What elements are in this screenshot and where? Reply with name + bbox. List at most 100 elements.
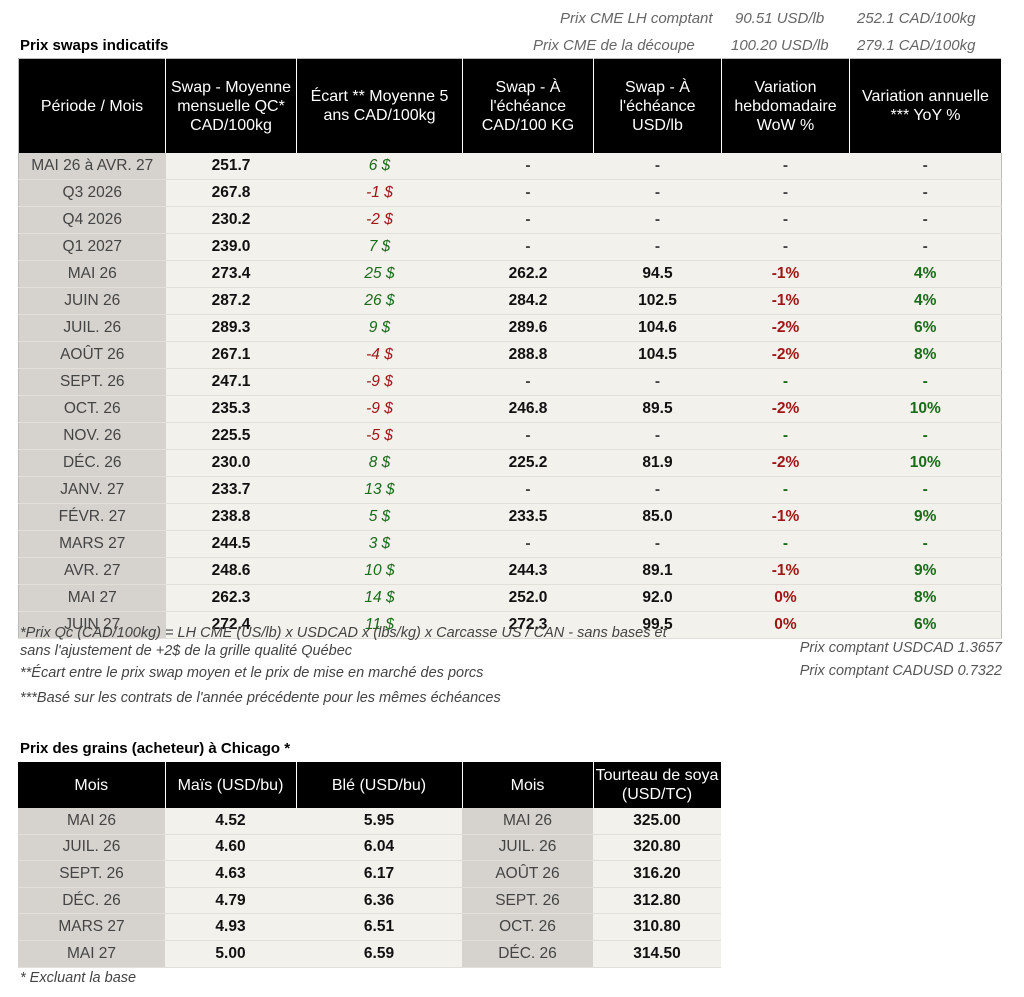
swap-usd-cell: -: [593, 530, 722, 558]
note-ecart: **Écart entre le prix swap moyen et le p…: [20, 665, 484, 681]
swap-cad-cell: 225.2: [462, 449, 594, 477]
swap-avg-cell: 267.1: [165, 341, 297, 369]
table-row: JANV. 27 233.7 13 $ - - - -: [18, 476, 1002, 504]
table-row: DÉC. 26 230.0 8 $225.2 81.9 -2% 10%: [18, 449, 1002, 477]
wow-cell: -2%: [721, 314, 850, 342]
col-swap-avg: Swap - Moyenne mensuelle QC* CAD/100kg: [165, 58, 297, 153]
table-row: JUIL. 26 289.3 9 $289.6 104.6 -2% 6%: [18, 314, 1002, 342]
cme-lh-usd: 90.51 USD/lb: [735, 10, 825, 27]
usdcad-spot: Prix comptant USDCAD 1.3657: [799, 640, 1002, 656]
ecart-cell: 8 $: [296, 449, 463, 477]
swap-usd-cell: 85.0: [593, 503, 722, 531]
wow-cell: -1%: [721, 287, 850, 315]
note-formula: *Prix Qc (CAD/100kg) = LH CME (US/lb) x …: [20, 624, 667, 660]
swap-cad-cell: 244.3: [462, 557, 594, 585]
swap-avg-cell: 235.3: [165, 395, 297, 423]
table-row: SEPT. 26 4.63 6.17 AOÛT 26 316.20: [18, 860, 721, 888]
table-row: MAI 26 4.52 5.95 MAI 26 325.00: [18, 808, 721, 835]
swaps-title: Prix swaps indicatifs: [20, 37, 169, 54]
cme-cut-usd: 100.20 USD/lb: [731, 37, 829, 54]
col-swap-usd: Swap - À l'échéance USD/lb: [593, 58, 722, 153]
ecart-cell: 13 $: [296, 476, 463, 504]
swap-usd-cell: -: [593, 179, 722, 207]
swap-cad-cell: -: [462, 153, 594, 180]
period-cell: Q4 2026: [18, 206, 166, 234]
swap-usd-cell: 92.0: [593, 584, 722, 612]
swap-cad-cell: 284.2: [462, 287, 594, 315]
ecart-cell: 9 $: [296, 314, 463, 342]
period-cell: MAI 27: [18, 584, 166, 612]
swap-avg-cell: 244.5: [165, 530, 297, 558]
swap-usd-cell: 104.6: [593, 314, 722, 342]
yoy-cell: 4%: [849, 260, 1002, 288]
wow-cell: 0%: [721, 611, 850, 639]
mais-cell: 4.63: [165, 860, 296, 888]
mais-cell: 4.60: [165, 834, 296, 862]
note-formula-line1: *Prix Qc (CAD/100kg) = LH CME (US/lb) x …: [20, 625, 667, 641]
swap-cad-cell: -: [462, 179, 594, 207]
swap-cad-cell: -: [462, 422, 594, 450]
ecart-cell: -9 $: [296, 368, 463, 396]
swap-avg-cell: 272.4: [165, 611, 297, 639]
mais-cell: 4.79: [165, 887, 296, 915]
period-cell: FÉVR. 27: [18, 503, 166, 531]
table-row: JUIN 26 287.2 26 $284.2 102.5 -1% 4%: [18, 287, 1002, 315]
table-row: JUIN 27 272.4 11 $272.3 99.5 0% 6%: [18, 611, 1002, 639]
yoy-cell: -: [849, 233, 1002, 261]
table-row: MAI 26 à AVR. 27 251.7 6 $ - - - -: [18, 153, 1002, 180]
ecart-cell: -2 $: [296, 206, 463, 234]
period-cell: JUIN 27: [18, 611, 166, 639]
month-cell: JUIL. 26: [18, 834, 165, 862]
table-row: NOV. 26 225.5 -5 $ - - - -: [18, 422, 1002, 450]
swap-avg-cell: 239.0: [165, 233, 297, 261]
ecart-cell: -5 $: [296, 422, 463, 450]
yoy-cell: -: [849, 368, 1002, 396]
yoy-cell: -: [849, 179, 1002, 207]
ecart-cell: 26 $: [296, 287, 463, 315]
swap-usd-cell: 99.5: [593, 611, 722, 639]
ecart-cell: 6 $: [296, 153, 463, 180]
note-formula-line2: sans l'ajustement de +2$ de la grille qu…: [20, 643, 353, 659]
swap-cad-cell: -: [462, 233, 594, 261]
period-cell: Q3 2026: [18, 179, 166, 207]
wow-cell: -: [721, 179, 850, 207]
yoy-cell: 6%: [849, 314, 1002, 342]
wow-cell: -2%: [721, 341, 850, 369]
col-yoy: Variation annuelle *** YoY %: [849, 58, 1002, 153]
table-row: MARS 27 4.93 6.51 OCT. 26 310.80: [18, 913, 721, 941]
table-row: Q1 2027 239.0 7 $ - - - -: [18, 233, 1002, 261]
ecart-cell: 7 $: [296, 233, 463, 261]
swap-cad-cell: -: [462, 530, 594, 558]
period-cell: Q1 2027: [18, 233, 166, 261]
wow-cell: -1%: [721, 557, 850, 585]
swap-usd-cell: 94.5: [593, 260, 722, 288]
month-cell: MAI 26: [18, 808, 165, 835]
table-row: DÉC. 26 4.79 6.36 SEPT. 26 312.80: [18, 887, 721, 915]
table-row: MARS 27 244.5 3 $ - - - -: [18, 530, 1002, 558]
grains-title: Prix des grains (acheteur) à Chicago *: [20, 740, 291, 757]
month-cell: OCT. 26: [462, 913, 593, 941]
swap-cad-cell: 272.3: [462, 611, 594, 639]
yoy-cell: 8%: [849, 584, 1002, 612]
swap-avg-cell: 238.8: [165, 503, 297, 531]
swap-avg-cell: 251.7: [165, 153, 297, 180]
note-yoy: ***Basé sur les contrats de l'année préc…: [20, 690, 501, 706]
month-cell: MAI 27: [18, 940, 165, 968]
yoy-cell: 10%: [849, 449, 1002, 477]
col-soya: Tourteau de soya (USD/TC): [592, 762, 722, 808]
wow-cell: -: [721, 368, 850, 396]
swap-cad-cell: 289.6: [462, 314, 594, 342]
col-mois-2: Mois: [461, 762, 594, 808]
ble-cell: 6.04: [296, 834, 462, 862]
swaps-body: MAI 26 à AVR. 27 251.7 6 $ - - - - Q3 2026 267.8…: [18, 153, 1002, 639]
period-cell: NOV. 26: [18, 422, 166, 450]
swap-cad-cell: 246.8: [462, 395, 594, 423]
yoy-cell: -: [849, 530, 1002, 558]
wow-cell: 0%: [721, 584, 850, 612]
table-row: SEPT. 26 247.1 -9 $ - - - -: [18, 368, 1002, 396]
ble-cell: 6.51: [296, 913, 462, 941]
yoy-cell: 9%: [849, 503, 1002, 531]
swap-usd-cell: 104.5: [593, 341, 722, 369]
yoy-cell: 10%: [849, 395, 1002, 423]
period-cell: OCT. 26: [18, 395, 166, 423]
